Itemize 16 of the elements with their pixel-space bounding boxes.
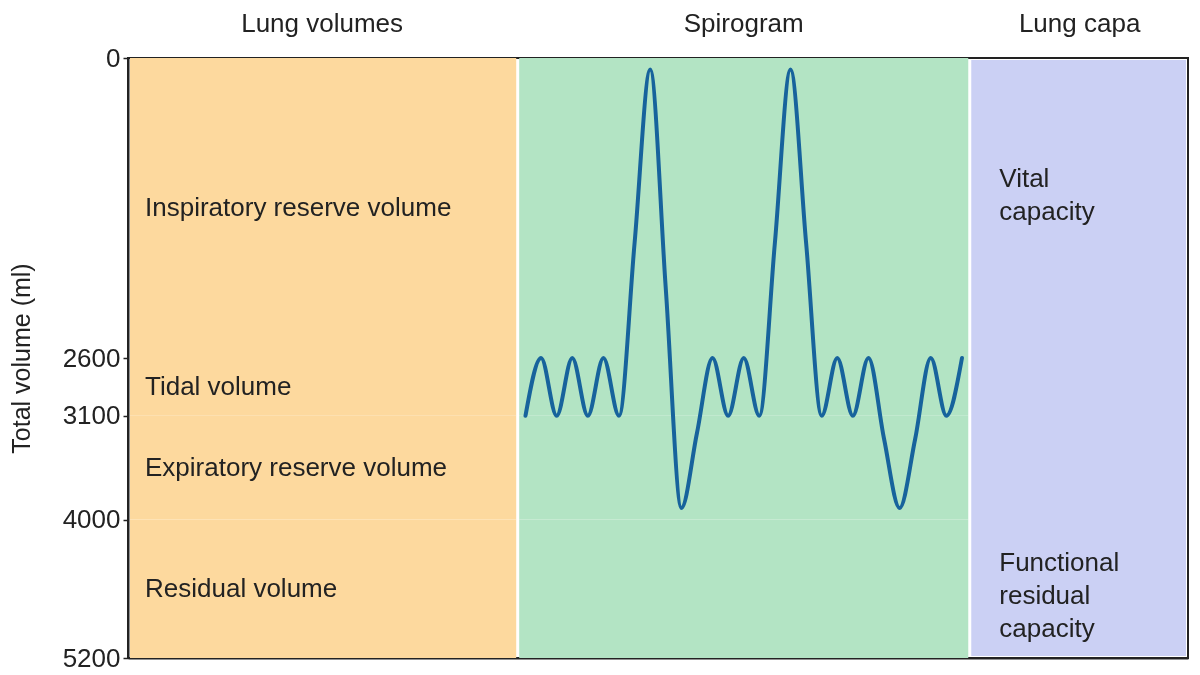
text: Lung volumes: [241, 8, 404, 38]
annotation: Functional residual capacity: [999, 547, 1120, 643]
y-tick-label: 4000: [62, 504, 121, 535]
text: Lung capa: [1018, 8, 1141, 38]
line-series: [523, 67, 964, 510]
band-label: Inspiratory reserve volume: [145, 192, 452, 222]
y-tick-label: 5200: [62, 642, 121, 673]
band-label: Tidal volume: [145, 370, 292, 401]
y-tick-label: 3100: [62, 400, 121, 431]
band-label: Residual volume: [145, 572, 338, 603]
y-tick-label: 0: [106, 42, 121, 73]
text: Spirogram: [683, 8, 804, 38]
band-label: Expiratory reserve volume: [145, 451, 447, 482]
y-axis-title: Total volume (ml): [6, 263, 35, 454]
annotation: Vital capacity: [999, 163, 1095, 226]
y-tick-label: 2600: [62, 342, 121, 373]
